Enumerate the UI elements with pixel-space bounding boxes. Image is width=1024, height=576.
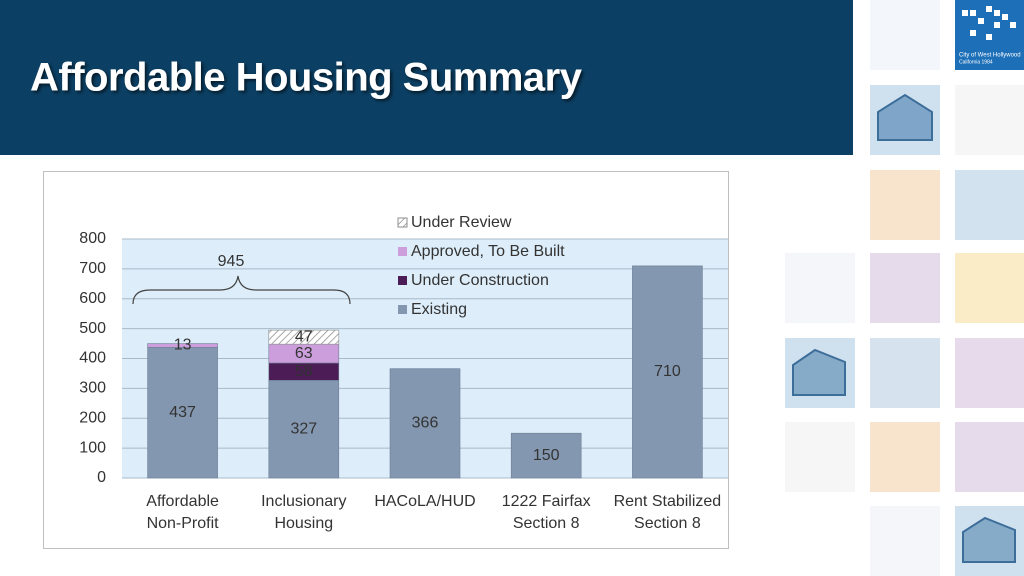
y-tick-label: 800 (79, 230, 106, 247)
y-tick-label: 600 (79, 290, 106, 307)
legend-label: Under Review (411, 214, 512, 231)
bar-segment (268, 329, 340, 345)
slide-title: Affordable Housing Summary (30, 56, 583, 100)
legend-swatch (397, 217, 408, 228)
legend-label: Under Construction (411, 272, 549, 289)
y-tick-label: 500 (79, 320, 106, 337)
y-tick-label: 200 (79, 409, 106, 426)
header-band (0, 0, 853, 155)
legend-swatch (398, 276, 407, 285)
x-tick-label: 1222 Fairfax (502, 493, 591, 510)
data-label: 150 (533, 447, 560, 464)
data-label: 13 (174, 337, 192, 354)
y-tick-label: 0 (97, 469, 106, 486)
legend-swatch (398, 247, 407, 256)
x-tick-label: HACoLA/HUD (374, 493, 475, 510)
x-tick-label: Non-Profit (147, 515, 220, 532)
y-tick-label: 400 (79, 350, 106, 367)
data-label: 366 (412, 415, 439, 432)
x-tick-label: Section 8 (513, 515, 580, 532)
x-tick-label: Rent Stabilized (614, 493, 722, 510)
chart: 0 100 200 300 400 500 600 700 800 Affordable Non-P… (79, 214, 728, 532)
bar-segment (389, 368, 461, 479)
data-label: 58 (295, 363, 313, 380)
brace (132, 275, 351, 305)
legend-swatch (398, 305, 407, 314)
y-tick-label: 300 (79, 380, 106, 397)
data-label: 327 (290, 420, 317, 437)
bar-segment (147, 343, 218, 348)
data-label: 47 (295, 328, 313, 345)
tiles (785, 0, 1024, 576)
bar-segment (147, 347, 218, 479)
annotation: 945 (218, 253, 245, 270)
data-label: 710 (654, 363, 681, 380)
data-label: 63 (295, 345, 313, 362)
y-tick-label: 100 (79, 439, 106, 456)
x-tick-label: Inclusionary (261, 493, 346, 510)
x-tick-label: Affordable (146, 493, 219, 510)
data-label: 437 (169, 404, 196, 421)
x-tick-label: Section 8 (634, 515, 701, 532)
logo-text: City of West Hollywood (959, 53, 1021, 59)
x-tick-label: Housing (274, 515, 333, 532)
logo-subtext: California 1984 (959, 59, 993, 65)
bar-segment (510, 432, 582, 479)
y-tick-label: 700 (79, 260, 106, 277)
legend-label: Approved, To Be Built (411, 243, 565, 260)
legend-label: Existing (411, 301, 467, 318)
bar-segment (268, 380, 340, 479)
bar-segment (632, 265, 703, 479)
